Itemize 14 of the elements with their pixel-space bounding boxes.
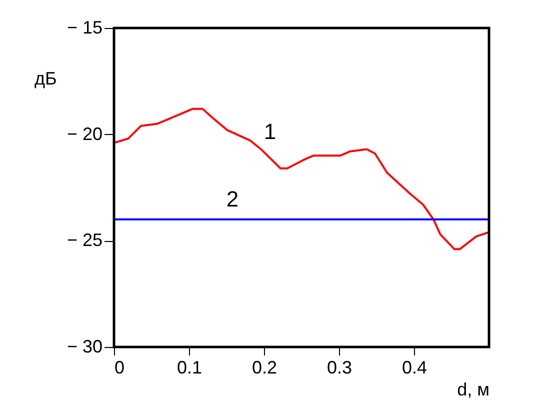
x-axis-title: d, м [457, 380, 490, 400]
line-series [113, 108, 490, 250]
series-label: 1 [264, 119, 276, 144]
y-axis-title: дБ [34, 68, 57, 88]
y-tick-label: − 25 [66, 230, 102, 250]
series-label: 2 [226, 186, 239, 212]
x-tick-label: 0.3 [326, 358, 352, 378]
y-tick-label: − 20 [66, 124, 102, 144]
x-tick-label: 0.4 [402, 358, 428, 378]
y-tick-label: − 15 [66, 18, 102, 38]
y-tick-label: − 30 [66, 336, 102, 356]
x-tick-label: 0.1 [176, 358, 202, 378]
x-tick-label: 0 [114, 358, 125, 378]
x-tick-label: 0.2 [252, 358, 278, 378]
